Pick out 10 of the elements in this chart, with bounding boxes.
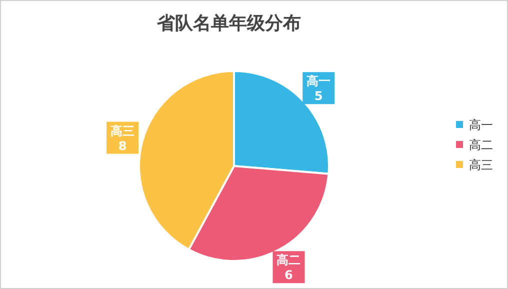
slice-label: 高三 [110,124,135,138]
data-label: 8 [118,138,127,153]
legend-label: 高三 [469,156,493,174]
chart-title: 省队名单年级分布 [156,12,302,35]
data-label: 6 [284,268,293,282]
slice-label: 高一 [306,74,331,88]
legend-label: 高一 [469,116,493,134]
legend-label: 高二 [469,136,493,154]
data-label: 5 [314,89,323,104]
slice-label: 高二 [276,253,301,268]
